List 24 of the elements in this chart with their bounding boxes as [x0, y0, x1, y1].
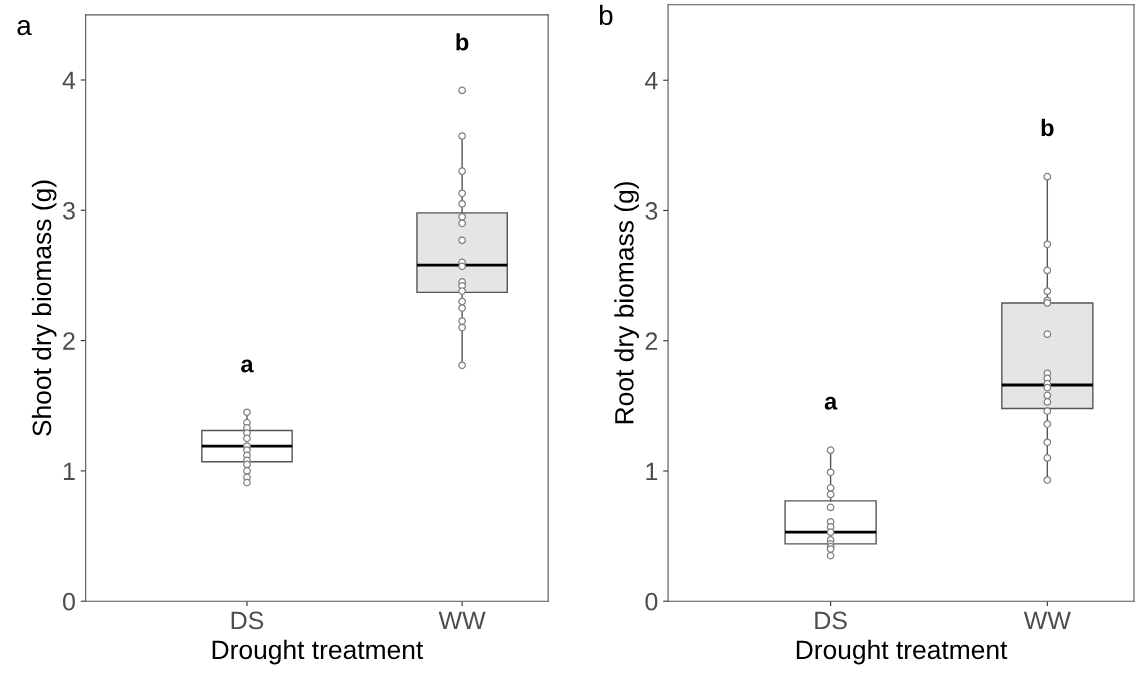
x-tick-label: DS — [231, 611, 264, 630]
y-tick-label: 1 — [646, 462, 658, 481]
annotation: a — [241, 359, 254, 373]
y-tick-label: 3 — [645, 202, 658, 220]
chart-title: a — [17, 20, 32, 36]
x-axis-title: Drought treatment — [796, 639, 1008, 665]
x-tick-label: DS — [815, 611, 847, 630]
y-tick-label: 4 — [62, 71, 76, 90]
annotation: b — [456, 33, 469, 51]
chart-title: b — [599, 4, 613, 26]
y-axis-title: Root dry biomass (g) — [614, 182, 639, 424]
y-tick-label: 3 — [62, 201, 75, 220]
y-axis-title: Shoot dry biomass (g) — [31, 180, 57, 436]
x-tick-label: WW — [1023, 611, 1071, 630]
annotation: a — [824, 396, 838, 410]
y-tick-label: 2 — [645, 332, 658, 350]
y-tick-label: 0 — [63, 592, 75, 611]
y-tick-label: 1 — [63, 462, 75, 480]
y-tick-label: 4 — [645, 72, 658, 90]
annotation: b — [1041, 118, 1054, 137]
y-tick-label: 2 — [63, 332, 75, 350]
x-tick-label: WW — [438, 611, 486, 630]
y-tick-label: 0 — [645, 592, 658, 611]
x-axis-title: Drought treatment — [212, 639, 424, 665]
